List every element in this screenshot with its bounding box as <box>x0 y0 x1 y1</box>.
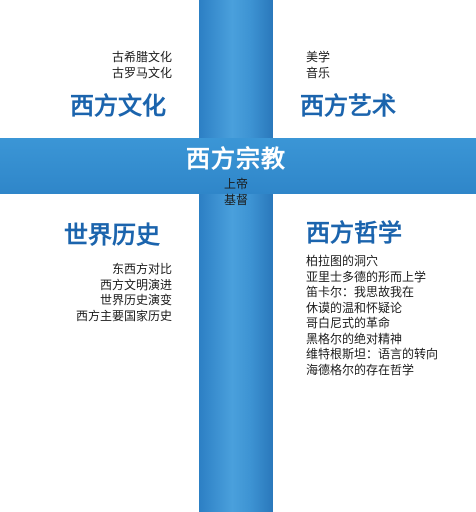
culture-item: 古希腊文化 <box>111 50 172 64</box>
philosophy-item: 黑格尔的绝对精神 <box>306 331 403 346</box>
philosophy-heading: 西方哲学 <box>306 219 402 247</box>
cross-horizontal-bar <box>0 138 476 194</box>
culture-item: 古罗马文化 <box>111 65 172 80</box>
history-heading: 世界历史 <box>64 221 160 249</box>
philosophy-item: 笛卡尔：我思故我在 <box>306 285 415 299</box>
philosophy-item: 维特根斯坦：语言的转向 <box>306 347 439 361</box>
philosophy-item: 海德格尔的存在哲学 <box>306 362 415 377</box>
history-item: 西方文明演进 <box>99 277 172 292</box>
philosophy-list: 柏拉图的洞穴 亚里士多德的形而上学 笛卡尔：我思故我在 休谟的温和怀疑论 哥白尼… <box>306 254 438 378</box>
philosophy-item: 柏拉图的洞穴 <box>306 254 379 268</box>
philosophy-item: 休谟的温和怀疑论 <box>306 300 403 315</box>
center-item-god: 上帝 <box>223 177 248 191</box>
philosophy-item: 亚里士多德的形而上学 <box>306 269 427 284</box>
art-item: 美学 <box>306 50 331 64</box>
center-title: 西方宗教 <box>186 145 286 173</box>
center-item-christ: 基督 <box>223 193 248 207</box>
art-item: 音乐 <box>306 65 331 80</box>
art-list: 美学 音乐 <box>306 50 330 81</box>
culture-list: 古希腊文化 古罗马文化 <box>62 50 172 81</box>
history-item: 世界历史演变 <box>99 293 172 307</box>
history-item: 东西方对比 <box>111 262 172 276</box>
culture-heading: 西方文化 <box>70 92 166 120</box>
history-item: 西方主要国家历史 <box>75 308 172 323</box>
cross-vertical-bar <box>199 0 273 512</box>
philosophy-item: 哥白尼式的革命 <box>306 316 391 330</box>
art-heading: 西方艺术 <box>300 92 396 120</box>
history-list: 东西方对比 西方文明演进 世界历史演变 西方主要国家历史 <box>30 262 172 324</box>
